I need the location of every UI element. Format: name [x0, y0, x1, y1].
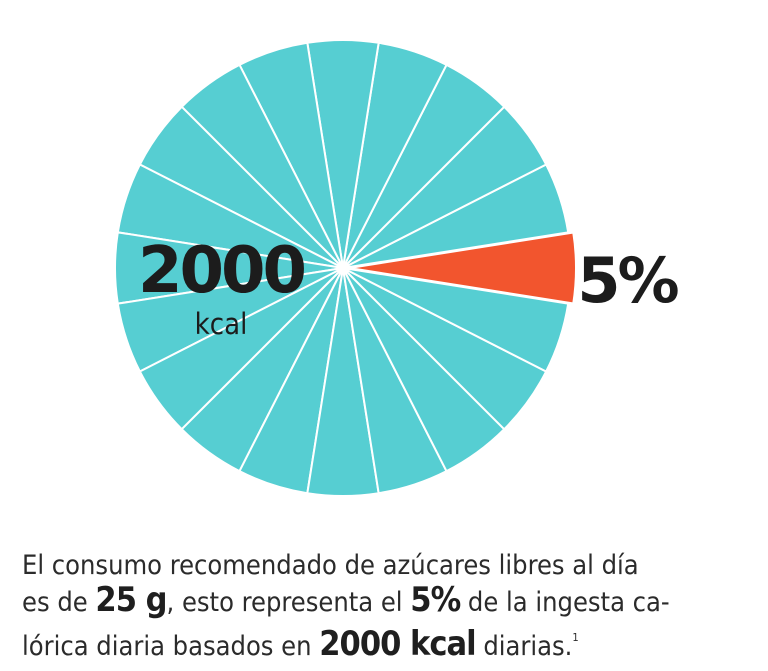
caption-text: de la ingesta ca- [460, 587, 670, 618]
pie-slice [342, 267, 570, 373]
center-unit: kcal [195, 307, 248, 341]
caption-text: lórica diaria basados en [22, 631, 320, 662]
caption-line-1: El consumo recomendado de azúcares libre… [22, 548, 758, 583]
caption-text: , esto representa el [166, 587, 411, 618]
pie-slices [114, 39, 580, 497]
caption-emphasis-grams: 25 g [95, 580, 167, 620]
caption-text: es de [22, 587, 96, 618]
center-value: 2000 [138, 234, 305, 308]
caption-line-2: es de 25 g, esto representa el 5% de la … [22, 583, 758, 620]
footnote-marker: 1 [572, 631, 579, 644]
caption: El consumo recomendado de azúcares libre… [22, 548, 758, 664]
caption-emphasis-kcal: 2000 kcal [319, 624, 476, 664]
pie-slice-highlight [341, 229, 580, 307]
pie-chart: 2000 kcal 5% [114, 39, 682, 497]
caption-text: diarias. [475, 631, 573, 662]
caption-text: El consumo recomendado de azúcares libre… [22, 550, 639, 581]
caption-emphasis-percent: 5% [410, 580, 461, 620]
highlight-percent-label: 5% [577, 244, 678, 317]
caption-line-3: lórica diaria basados en 2000 kcal diari… [22, 620, 758, 664]
